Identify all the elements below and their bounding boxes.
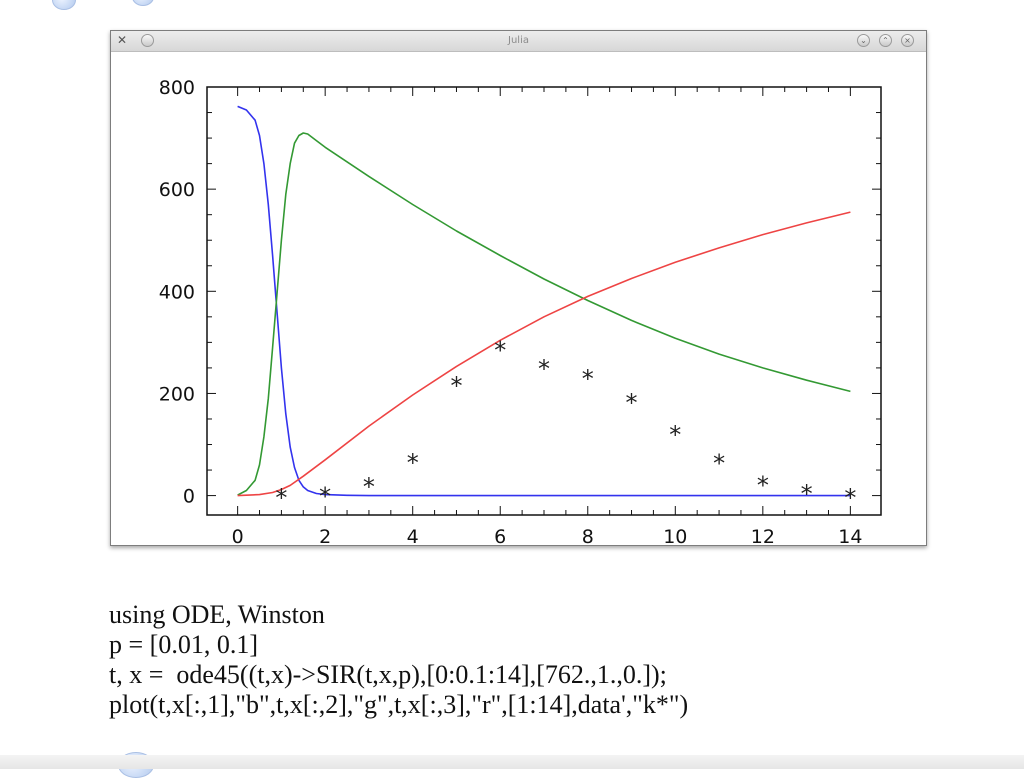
- data-markers: * * * * * * * * * * * * * *: [275, 336, 856, 512]
- window-menu-icon[interactable]: [141, 34, 154, 47]
- series-line-2: [237, 211, 851, 497]
- julia-plot-window: ✕ Julia ⌄ ⌃ × 0 2 4 6 8 10 12 14 0 200 400 600 800 …: [110, 30, 927, 546]
- y-tick-label: 600: [159, 179, 195, 201]
- data-point: *: [538, 355, 550, 383]
- tools-icon[interactable]: ✕: [116, 33, 128, 47]
- close-icon[interactable]: ×: [901, 34, 914, 47]
- data-point: *: [669, 421, 681, 449]
- y-tick-label: 400: [159, 281, 195, 303]
- plot-lines: [237, 105, 851, 497]
- y-tick-label: 0: [183, 486, 195, 508]
- data-point: *: [275, 484, 287, 512]
- x-tick-labels: 0 2 4 6 8 10 12 14: [232, 526, 863, 544]
- code-line: plot(t,x[:,1],"b",t,x[:,2],"g",t,x[:,3],…: [109, 690, 689, 719]
- x-tick-label: 12: [751, 526, 775, 544]
- code-line: p = [0.01, 0.1]: [109, 630, 258, 659]
- window-title: Julia: [508, 35, 529, 46]
- x-tick-label: 4: [407, 526, 419, 544]
- background-decoration: [52, 0, 76, 10]
- x-tick-label: 2: [319, 526, 331, 544]
- data-point: *: [801, 480, 813, 508]
- x-tick-label: 14: [838, 526, 862, 544]
- minimize-icon[interactable]: ⌄: [857, 34, 870, 47]
- data-point: *: [363, 473, 375, 501]
- x-tick-label: 0: [232, 526, 244, 544]
- y-tick-label: 200: [159, 383, 195, 405]
- code-snippet: using ODE, Winston p = [0.01, 0.1] t, x …: [109, 600, 688, 720]
- series-line-1: [237, 132, 851, 496]
- sir-plot: 0 2 4 6 8 10 12 14 0 200 400 600 800 * * * * * * * * * * * * * *: [159, 77, 882, 544]
- data-point: *: [757, 471, 769, 499]
- data-point: *: [713, 449, 725, 477]
- x-tick-label: 6: [494, 526, 506, 544]
- data-point: *: [319, 483, 331, 511]
- maximize-icon[interactable]: ⌃: [879, 34, 892, 47]
- data-point: *: [407, 449, 419, 477]
- plot-ticks: [207, 86, 881, 515]
- data-point: *: [582, 365, 594, 393]
- x-tick-label: 10: [663, 526, 687, 544]
- background-decoration: [132, 0, 154, 6]
- data-point: *: [450, 372, 462, 400]
- window-titlebar[interactable]: ✕ Julia ⌄ ⌃ ×: [111, 31, 926, 52]
- x-tick-label: 8: [582, 526, 594, 544]
- y-tick-label: 800: [159, 77, 195, 99]
- plot-frame: [206, 86, 882, 516]
- bottom-strip: [0, 755, 1024, 769]
- data-point: *: [494, 336, 506, 364]
- y-tick-labels: 0 200 400 600 800: [159, 77, 195, 508]
- code-line: t, x = ode45((t,x)->SIR(t,x,p),[0:0.1:14…: [109, 660, 667, 689]
- code-line: using ODE, Winston: [109, 600, 325, 629]
- data-point: *: [626, 389, 638, 417]
- data-point: *: [844, 484, 856, 512]
- series-line-0: [237, 105, 851, 497]
